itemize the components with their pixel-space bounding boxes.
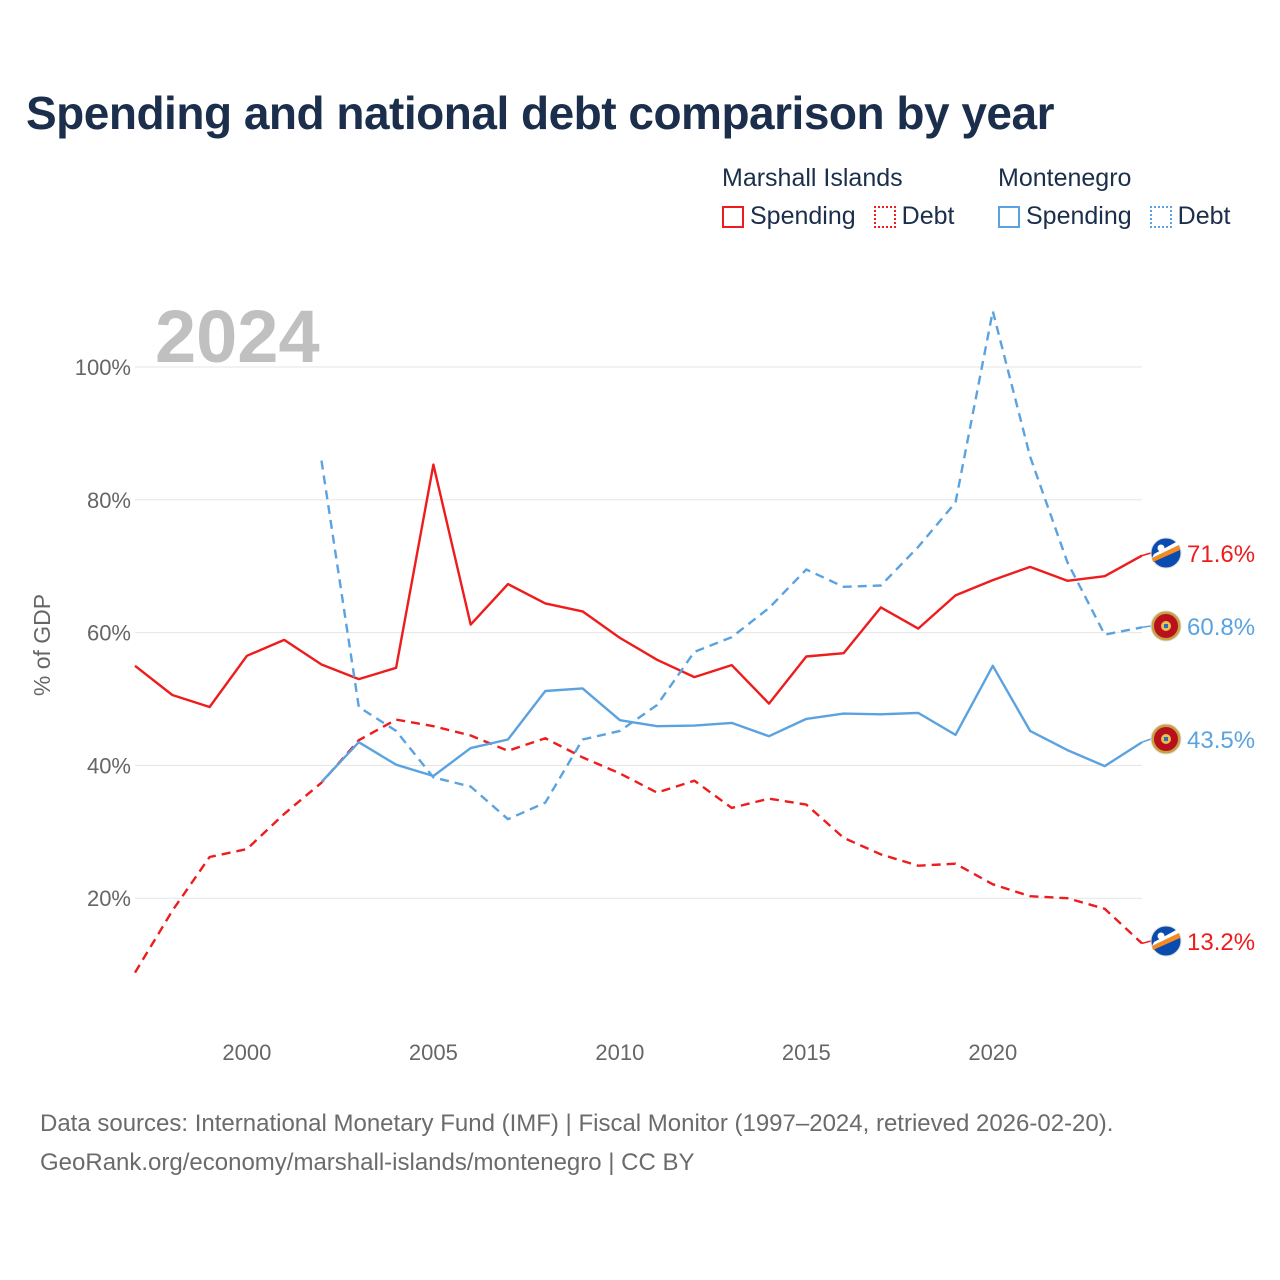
attribution-link[interactable]: GeoRank.org/economy/marshall-islands/mon… (40, 1149, 695, 1176)
dotted-swatch-icon (1149, 205, 1172, 228)
line-chart: 20% 40% 60% 80% 100% 2000 2005 2010 2015 2020 20… (29, 295, 1255, 1065)
montenegro-flag-icon (1150, 723, 1182, 755)
legend-group-montenegro: Montenegro Spending Debt (998, 160, 1248, 231)
year-label: 2024 (155, 295, 320, 378)
legend-label: Debt (1177, 202, 1231, 230)
series-line-montenegro-debt (320, 310, 1143, 821)
x-tick-label: 2005 (409, 1040, 458, 1065)
y-tick-label: 20% (87, 886, 131, 911)
x-tick-label: 2015 (782, 1040, 831, 1065)
legend-item-marshall-spending[interactable]: Spending (722, 202, 856, 231)
flag-stripe-orange (1152, 933, 1180, 950)
leader-line (1141, 625, 1152, 629)
x-tick-label: 2020 (968, 1040, 1017, 1065)
leader-line (1141, 738, 1152, 743)
marshall-islands-flag-icon (1150, 537, 1182, 569)
flag-emblem-center (1164, 624, 1168, 628)
y-tick-label: 80% (87, 488, 131, 513)
dotted-swatch-icon (873, 205, 896, 228)
y-tick-label: 100% (75, 355, 131, 380)
solid-swatch-icon (722, 205, 744, 228)
legend-item-montenegro-debt[interactable]: Debt (1149, 202, 1231, 231)
series-line-marshall-islands-spending (134, 463, 1143, 709)
end-value-label: 43.5% (1187, 727, 1255, 754)
legend-item-montenegro-spending[interactable]: Spending (998, 202, 1132, 231)
x-tick-label: 2000 (222, 1040, 271, 1065)
flag-star (1157, 544, 1165, 552)
legend-item-marshall-debt[interactable]: Debt (873, 202, 955, 231)
flag-stripe-white (1152, 541, 1179, 558)
legend-group-title: Marshall Islands (722, 164, 903, 192)
solid-swatch-icon (998, 205, 1020, 228)
series-line-montenegro-spending (320, 664, 1143, 783)
marshall-islands-flag-icon (1150, 925, 1182, 957)
x-tick-label: 2010 (595, 1040, 644, 1065)
flag-star (1157, 932, 1165, 940)
y-tick-label: 60% (87, 621, 131, 646)
end-value-label: 60.8% (1187, 614, 1255, 641)
montenegro-flag-icon (1150, 610, 1182, 642)
end-value-label: 71.6% (1187, 541, 1255, 568)
leader-line (1141, 940, 1152, 945)
legend-label: Spending (1026, 202, 1132, 230)
y-tick-label: 40% (87, 753, 131, 778)
footer: Data sources: International Monetary Fun… (40, 1104, 1113, 1182)
flag-emblem-center (1164, 737, 1168, 741)
flag-stripe-orange (1152, 545, 1180, 562)
flag-stripe-white (1152, 929, 1179, 946)
series-line-marshall-islands-debt (133, 718, 1143, 974)
source-note: Data sources: International Monetary Fun… (40, 1110, 1114, 1137)
legend-label: Spending (750, 202, 856, 230)
y-axis-title: % of GDP (29, 594, 55, 696)
chart-title: Spending and national debt comparison by… (26, 87, 1055, 139)
legend-group-title: Montenegro (998, 164, 1132, 192)
leader-line (1141, 552, 1152, 557)
legend-group-marshall-islands: Marshall Islands Spending Debt (722, 160, 972, 231)
legend-label: Debt (901, 202, 955, 230)
end-value-label: 13.2% (1187, 929, 1255, 956)
